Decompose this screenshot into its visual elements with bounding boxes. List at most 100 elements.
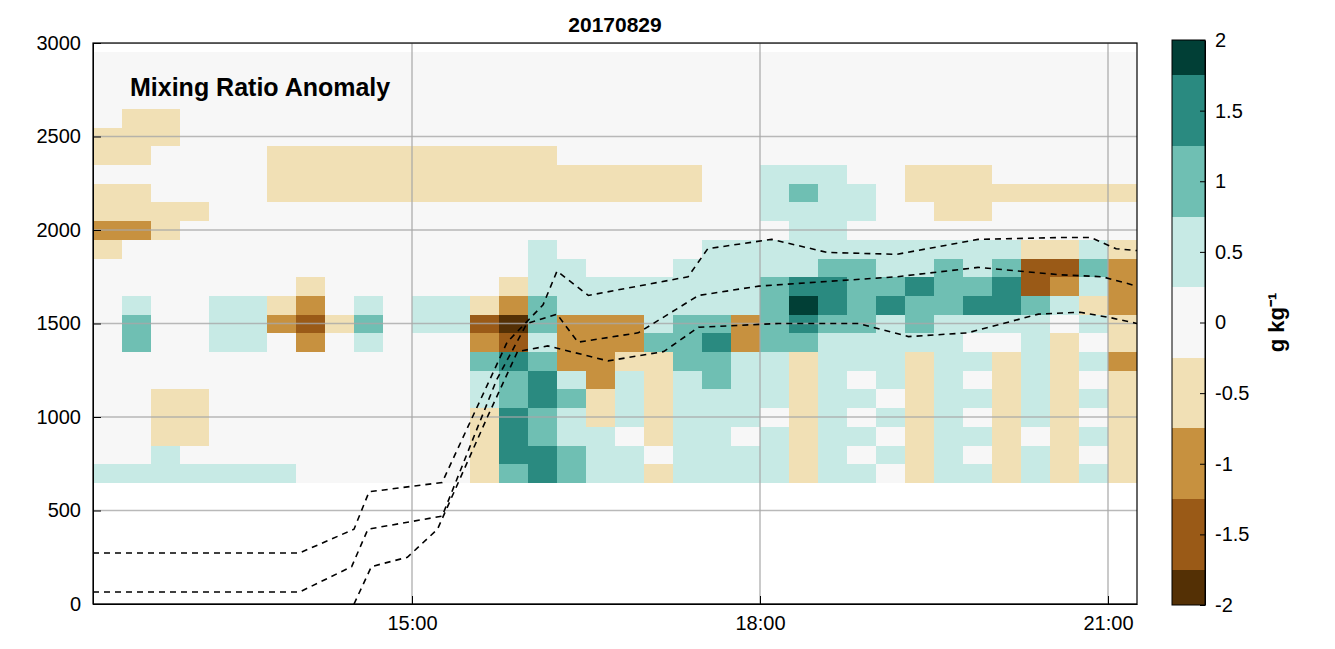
heatmap-cell <box>441 426 471 445</box>
heatmap-cell <box>383 258 413 277</box>
heatmap-cell <box>731 183 761 202</box>
heatmap-cell <box>644 389 674 408</box>
heatmap-cell <box>760 239 790 258</box>
heatmap-cell <box>296 464 326 483</box>
heatmap-cell <box>557 352 587 371</box>
heatmap-cell <box>267 202 297 221</box>
heatmap-cell <box>441 239 471 258</box>
heatmap-cell <box>1079 183 1109 202</box>
heatmap-cell <box>383 445 413 464</box>
heatmap-cell <box>673 108 703 127</box>
heatmap-cell <box>122 464 152 483</box>
heatmap-cell <box>586 108 616 127</box>
heatmap-cell <box>267 426 297 445</box>
heatmap-cell <box>151 426 181 445</box>
heatmap-cell <box>934 146 964 165</box>
heatmap-cell <box>1021 202 1051 221</box>
colorbar-tick-label: 1.5 <box>1215 100 1243 122</box>
heatmap-cell <box>586 445 616 464</box>
heatmap-cell <box>963 352 993 371</box>
heatmap-cell <box>789 165 819 184</box>
heatmap-cell <box>1079 165 1109 184</box>
heatmap-cell <box>1021 352 1051 371</box>
heatmap-cell <box>905 108 935 127</box>
heatmap-cell <box>876 108 906 127</box>
heatmap-cell <box>441 202 471 221</box>
heatmap-cell <box>470 71 500 90</box>
heatmap-cell <box>1079 52 1109 71</box>
heatmap-cell <box>325 146 355 165</box>
heatmap-cell <box>731 464 761 483</box>
heatmap-cell <box>963 90 993 109</box>
heatmap-cell <box>412 239 442 258</box>
heatmap-cell <box>673 202 703 221</box>
heatmap-cell <box>151 146 181 165</box>
heatmap-cell <box>267 333 297 352</box>
colorbar-tick-label: -1 <box>1215 453 1233 475</box>
heatmap-cell <box>557 183 587 202</box>
heatmap-cell <box>644 202 674 221</box>
y-tick-mark <box>93 137 101 138</box>
x-tick: 15:00 <box>387 596 437 634</box>
heatmap-cell <box>93 108 123 127</box>
heatmap-cell <box>238 108 268 127</box>
heatmap-cell <box>412 52 442 71</box>
colorbar-band <box>1172 358 1205 429</box>
heatmap-cell <box>615 333 645 352</box>
heatmap-cell <box>296 183 326 202</box>
colorbar-tick: -1.5 <box>1200 523 1249 545</box>
heatmap-cell <box>615 389 645 408</box>
heatmap-cell <box>296 52 326 71</box>
heatmap-cell <box>992 464 1022 483</box>
y-tick-label: 2000 <box>37 219 82 241</box>
y-tick: 2000 <box>37 219 102 241</box>
x-tick-mark <box>1108 596 1109 604</box>
heatmap-cell <box>412 295 442 314</box>
heatmap-cell <box>760 165 790 184</box>
heatmap-cell <box>1079 258 1109 277</box>
heatmap-cell <box>789 146 819 165</box>
heatmap-cell <box>1108 239 1137 258</box>
heatmap-cell <box>1050 146 1080 165</box>
heatmap-cell <box>1108 146 1137 165</box>
y-tick-label: 1500 <box>37 312 82 334</box>
heatmap-cell <box>180 146 210 165</box>
heatmap-cell <box>731 333 761 352</box>
heatmap-cell <box>818 295 848 314</box>
heatmap-cell <box>441 90 471 109</box>
heatmap-cell <box>180 258 210 277</box>
heatmap-cell <box>1108 202 1137 221</box>
heatmap-cell <box>1108 426 1137 445</box>
heatmap-cell <box>1079 352 1109 371</box>
colorbar-tick-mark <box>1200 464 1205 465</box>
heatmap-cell <box>1108 108 1137 127</box>
heatmap-cell <box>702 333 732 352</box>
heatmap-cell <box>557 52 587 71</box>
x-tick-label: 18:00 <box>735 612 785 634</box>
colorbar-band <box>1172 146 1205 217</box>
heatmap-cell <box>383 108 413 127</box>
heatmap-cell <box>586 71 616 90</box>
heatmap-cell <box>1021 277 1051 296</box>
heatmap-cell <box>818 146 848 165</box>
colorbar-band <box>1172 217 1205 288</box>
colorbar-tick: -1 <box>1200 453 1233 475</box>
heatmap-cell <box>441 389 471 408</box>
heatmap-cell <box>963 295 993 314</box>
heatmap-cell <box>702 258 732 277</box>
heatmap-cell <box>905 464 935 483</box>
heatmap-cell <box>528 202 558 221</box>
heatmap-cell <box>1108 90 1137 109</box>
heatmap-cell <box>180 165 210 184</box>
heatmap-cell <box>557 295 587 314</box>
heatmap-cell <box>441 71 471 90</box>
heatmap-cell <box>354 389 384 408</box>
colorbar-tick-mark <box>1200 393 1205 394</box>
heatmap-cell <box>557 277 587 296</box>
heatmap-cell <box>499 464 529 483</box>
heatmap-cell <box>1050 426 1080 445</box>
heatmap-cell <box>151 202 181 221</box>
heatmap-cell <box>760 202 790 221</box>
heatmap-cell <box>470 146 500 165</box>
heatmap-cell <box>93 370 123 389</box>
